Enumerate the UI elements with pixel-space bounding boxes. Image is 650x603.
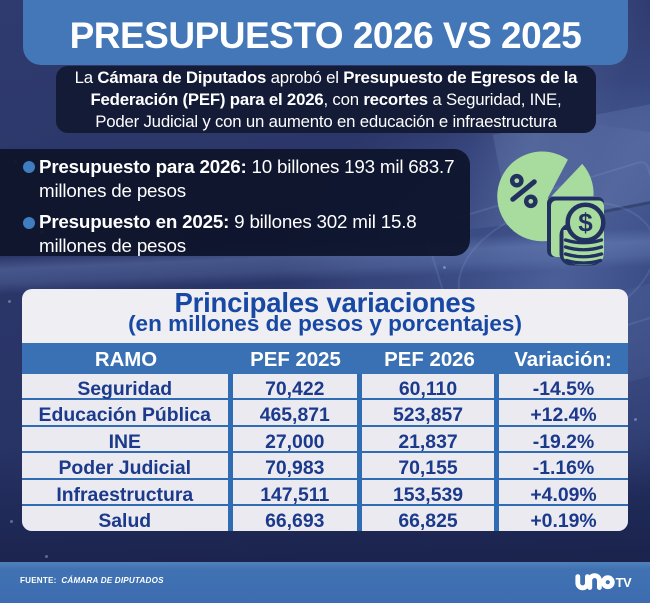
svg-text:$: $ [578,208,593,238]
svg-text:TV: TV [616,575,633,590]
